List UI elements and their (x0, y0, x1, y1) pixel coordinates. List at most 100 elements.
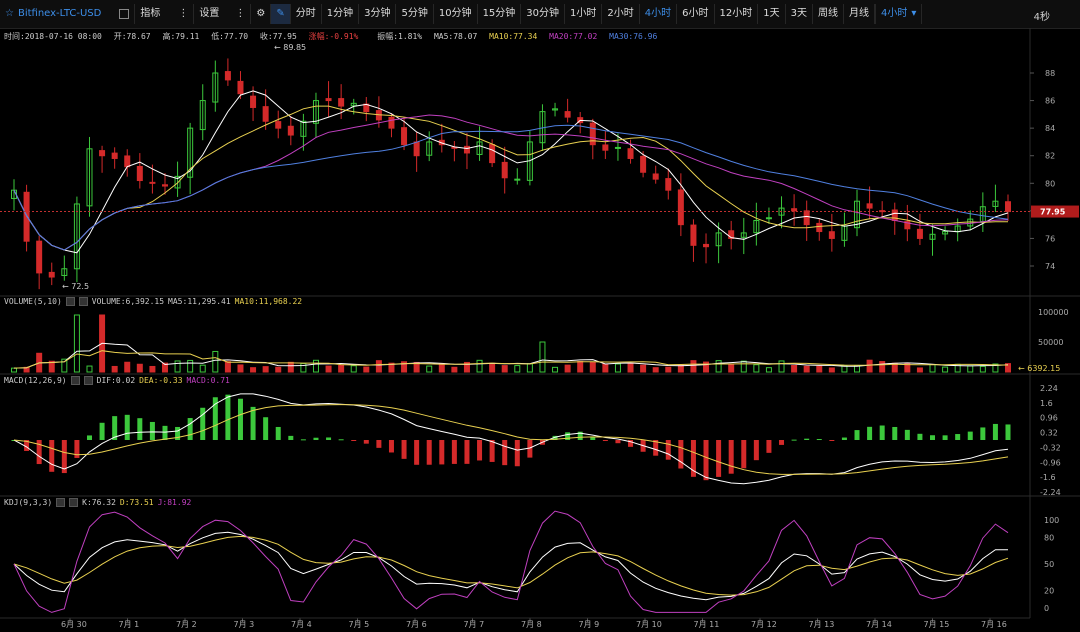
star-icon[interactable]: ☆ (5, 8, 14, 19)
ohlc-info: 时间:2018-07-16 08:00 开:78.67 高:79.11 低:77… (4, 31, 664, 42)
candle-body (916, 228, 923, 239)
settings-icon[interactable] (56, 498, 66, 507)
macd-histogram-bar (451, 440, 457, 464)
volume-bar (363, 366, 370, 373)
candle-body (363, 103, 370, 113)
interval-tab[interactable]: 15分钟 (478, 4, 522, 24)
macd-histogram-bar (11, 440, 17, 441)
macd-histogram-bar (237, 398, 243, 440)
settings-icon[interactable] (65, 297, 75, 306)
macd-histogram-bar (514, 440, 520, 467)
kdj-axis-label: 0 (1044, 604, 1049, 613)
close-icon[interactable] (78, 297, 88, 306)
candle-body (99, 150, 106, 157)
candle-body (124, 155, 131, 168)
candle-body (136, 165, 143, 182)
candle-body (753, 220, 760, 234)
volume-bar (652, 367, 659, 373)
candle-body (275, 121, 282, 129)
candle-body (728, 230, 735, 239)
volume-bar (86, 365, 93, 373)
draw-button[interactable]: ✎ (271, 4, 291, 24)
ma30-line (13, 124, 1009, 251)
interval-tab[interactable]: 分时 (291, 4, 322, 24)
volume-last-label: ← 6392.15 (1018, 364, 1060, 373)
volume-bar (388, 362, 395, 373)
volume-bar (438, 362, 445, 373)
volume-bar (99, 314, 106, 373)
macd-dif-line (13, 393, 1009, 485)
interval-tab[interactable]: 12小时 (715, 4, 759, 24)
macd-histogram-bar (653, 440, 659, 456)
settings-icon[interactable] (70, 376, 80, 385)
interval-tab[interactable]: 1天 (758, 4, 786, 24)
info-time: 时间:2018-07-16 08:00 (4, 32, 102, 41)
candle-body (187, 127, 194, 178)
macd-histogram-bar (640, 440, 646, 452)
interval-tab[interactable]: 1分钟 (322, 4, 360, 24)
candle-body (992, 200, 999, 207)
macd-histogram-bar (24, 440, 30, 451)
date-label: 7月 3 (234, 620, 255, 629)
macd-histogram-bar (829, 440, 835, 441)
volume-bar (954, 363, 961, 373)
macd-histogram-bar (527, 440, 533, 458)
indicator-button[interactable]: 指标 ⋮ (135, 4, 195, 24)
interval-tab[interactable]: 5分钟 (396, 4, 434, 24)
volume-value: VOLUME:6,392.15 (91, 297, 165, 306)
candle-body (614, 146, 621, 149)
interval-tab[interactable]: 30分钟 (521, 4, 566, 24)
export-icon[interactable] (119, 9, 130, 19)
price-axis-label: 88 (1045, 69, 1055, 78)
macd-histogram-bar (590, 436, 596, 440)
macd-histogram-bar (74, 440, 80, 458)
volume-bar (36, 352, 43, 373)
macd-histogram-bar (930, 435, 936, 440)
macd-histogram-bar (225, 394, 231, 440)
settings-button[interactable]: 设置 ⋮ (194, 4, 252, 24)
macd-histogram-bar (200, 407, 206, 440)
volume-bar (463, 361, 470, 373)
interval-tab[interactable]: 6小时 (677, 4, 715, 24)
interval-tab[interactable]: 4小时 (640, 4, 678, 24)
interval-dropdown[interactable]: 4小时 ▾ (875, 4, 923, 24)
volume-bar (48, 360, 55, 373)
volume-bar (854, 364, 861, 373)
macd-histogram-bar (502, 440, 508, 466)
kdj-j-line (13, 510, 1009, 613)
candle-body (161, 184, 168, 187)
info-high: 高:79.11 (162, 32, 200, 41)
candle-body (350, 102, 357, 107)
interval-tab[interactable]: 周线 (813, 4, 845, 24)
volume-bar (187, 359, 194, 373)
macd-axis-label: 2.24 (1040, 384, 1058, 393)
candle-body (36, 240, 43, 274)
interval-tab[interactable]: 2小时 (602, 4, 640, 24)
price-axis-label: 84 (1045, 124, 1055, 133)
volume-bar (325, 365, 332, 373)
date-label: 7月 15 (924, 620, 950, 629)
volume-bar (1005, 363, 1011, 373)
close-icon[interactable] (83, 376, 93, 385)
candle-body (86, 148, 93, 207)
interval-tab[interactable]: 月线 (844, 4, 876, 24)
macd-histogram-bar (879, 425, 885, 440)
ma5-line (13, 90, 1009, 254)
interval-tab[interactable]: 1小时 (565, 4, 603, 24)
volume-bar (765, 367, 772, 373)
volume-bar (501, 365, 508, 373)
symbol-selector[interactable]: ☆ Bitfinex-LTC-USD (0, 4, 136, 24)
interval-tab[interactable]: 3分钟 (359, 4, 397, 24)
close-icon[interactable] (69, 498, 79, 507)
interval-tab[interactable]: 3天 (786, 4, 814, 24)
info-change: 涨幅:-0.91% (308, 32, 359, 41)
volume-bar (212, 350, 219, 373)
candle-body (690, 224, 697, 246)
interval-tab[interactable]: 10分钟 (434, 4, 478, 24)
volume-bar (564, 364, 571, 373)
candle-body (287, 125, 294, 136)
macd-histogram-bar (728, 440, 734, 474)
macd-histogram-bar (703, 440, 709, 481)
gear-button[interactable]: ⚙ (251, 4, 272, 24)
